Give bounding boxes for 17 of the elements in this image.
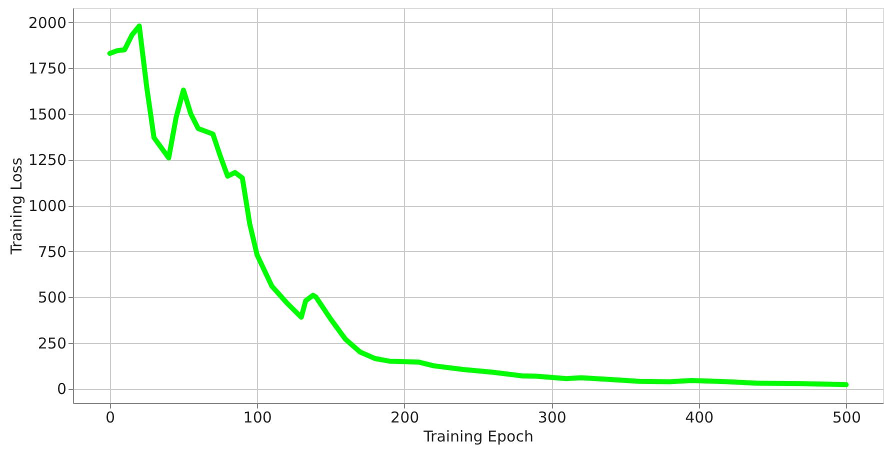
x-tick-label: 500 (832, 408, 861, 426)
y-tick-label: 250 (38, 334, 66, 352)
y-tick-label: 0 (56, 380, 66, 398)
y-tick-label: 750 (38, 242, 66, 261)
x-tick-label: 300 (538, 408, 566, 426)
x-tick-label: 200 (390, 408, 420, 426)
y-tick-label: 500 (38, 288, 66, 307)
x-tick-label: 100 (243, 408, 272, 426)
y-tick-label: 2000 (28, 14, 66, 32)
y-tick-label: 1750 (28, 60, 66, 78)
y-tick-label: 1500 (28, 105, 66, 124)
y-tick-label: 1000 (28, 197, 66, 215)
x-axis-title: Training Epoch (422, 428, 534, 446)
x-tick-label: 0 (106, 408, 116, 426)
y-axis-title: Training Loss (7, 157, 26, 256)
x-tick-label: 400 (685, 408, 714, 426)
y-tick-label: 1250 (28, 151, 66, 170)
